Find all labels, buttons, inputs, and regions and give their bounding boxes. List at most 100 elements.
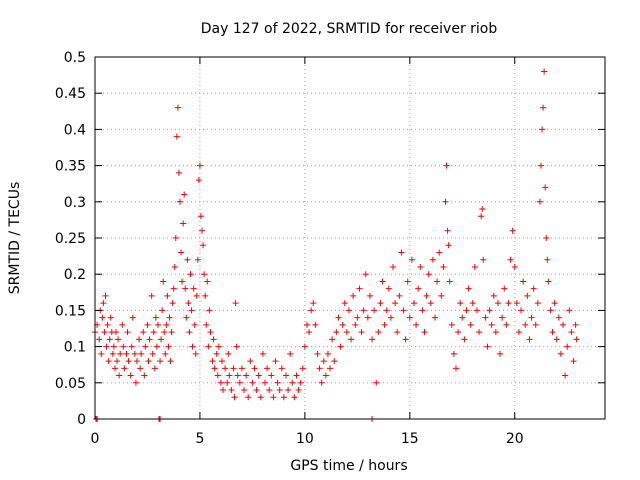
- data-point: [400, 307, 407, 314]
- data-point: [218, 358, 225, 365]
- data-point: [157, 358, 164, 365]
- data-point: [228, 387, 235, 394]
- data-point: [358, 329, 365, 336]
- data-point: [243, 372, 250, 379]
- data-point: [484, 343, 491, 350]
- data-point: [360, 307, 367, 314]
- data-point: [154, 321, 161, 328]
- data-point: [542, 184, 549, 191]
- data-point: [127, 372, 134, 379]
- data-point: [158, 336, 165, 343]
- data-point: [131, 350, 138, 357]
- data-point: [282, 372, 289, 379]
- data-point: [541, 68, 548, 75]
- data-point: [362, 271, 369, 278]
- data-point: [335, 314, 342, 321]
- data-point: [445, 242, 452, 249]
- data-point: [394, 329, 401, 336]
- data-point: [169, 300, 176, 307]
- data-point: [257, 394, 264, 401]
- data-point: [253, 387, 260, 394]
- y-tick-label: 0.25: [55, 231, 86, 247]
- x-tick-label: 15: [401, 431, 419, 447]
- data-point: [383, 307, 390, 314]
- data-point: [497, 350, 504, 357]
- data-point: [573, 336, 580, 343]
- data-point: [262, 379, 268, 386]
- data-point: [225, 350, 232, 357]
- data-point: [515, 329, 522, 336]
- data-point: [331, 358, 338, 365]
- data-point: [140, 329, 147, 336]
- data-point: [314, 350, 321, 357]
- data-point: [421, 329, 428, 336]
- data-point: [486, 307, 493, 314]
- data-point: [356, 285, 363, 292]
- data-point: [146, 336, 153, 343]
- y-tick-label: 0.3: [64, 195, 86, 211]
- data-point: [526, 336, 533, 343]
- data-point: [540, 104, 547, 111]
- data-point: [164, 292, 171, 299]
- data-point: [177, 198, 183, 205]
- data-point: [473, 307, 480, 314]
- data-point: [106, 336, 113, 343]
- data-point: [509, 227, 516, 234]
- data-point: [234, 372, 241, 379]
- data-point: [415, 285, 422, 292]
- data-point: [440, 263, 447, 270]
- data-point: [366, 292, 373, 299]
- x-axis-label: GPS time / hours: [290, 458, 407, 474]
- data-point: [211, 365, 218, 372]
- data-point: [111, 365, 118, 372]
- data-point: [432, 314, 438, 321]
- data-point: [492, 329, 499, 336]
- data-point: [413, 321, 420, 328]
- data-point: [190, 285, 197, 292]
- x-tick-label: 0: [91, 431, 100, 447]
- data-point: [501, 285, 508, 292]
- data-point: [345, 307, 352, 314]
- data-point: [132, 379, 139, 386]
- data-point: [120, 343, 127, 350]
- data-point: [568, 329, 575, 336]
- data-point: [295, 387, 302, 394]
- data-point: [259, 350, 266, 357]
- data-point: [168, 329, 175, 336]
- data-point: [429, 256, 436, 263]
- data-point: [419, 307, 426, 314]
- data-point: [448, 321, 455, 328]
- data-point: [385, 285, 392, 292]
- data-point: [233, 343, 240, 350]
- data-point: [287, 350, 294, 357]
- data-point: [179, 278, 186, 285]
- data-point: [278, 365, 285, 372]
- data-point: [536, 198, 543, 205]
- data-point: [364, 314, 371, 321]
- chart-title: Day 127 of 2022, SRMTID for receiver rio…: [201, 21, 498, 37]
- data-point: [200, 242, 207, 249]
- data-point: [217, 379, 224, 386]
- data-point: [301, 343, 308, 350]
- data-point: [167, 358, 174, 365]
- data-point: [549, 329, 556, 336]
- data-point: [124, 329, 131, 336]
- data-point: [324, 350, 331, 357]
- y-tick-label: 0.2: [64, 267, 86, 283]
- data-point: [178, 249, 185, 256]
- data-point: [318, 379, 325, 386]
- data-point: [182, 285, 189, 292]
- data-point: [152, 314, 159, 321]
- data-point: [196, 162, 203, 169]
- data-point: [322, 372, 329, 379]
- data-point: [117, 350, 124, 357]
- data-point: [530, 285, 537, 292]
- data-point: [293, 372, 300, 379]
- data-point: [348, 336, 355, 343]
- data-point: [226, 372, 233, 379]
- data-point: [203, 321, 210, 328]
- data-point: [390, 263, 397, 270]
- data-point: [285, 387, 292, 394]
- data-point: [505, 300, 512, 307]
- data-point: [289, 379, 296, 386]
